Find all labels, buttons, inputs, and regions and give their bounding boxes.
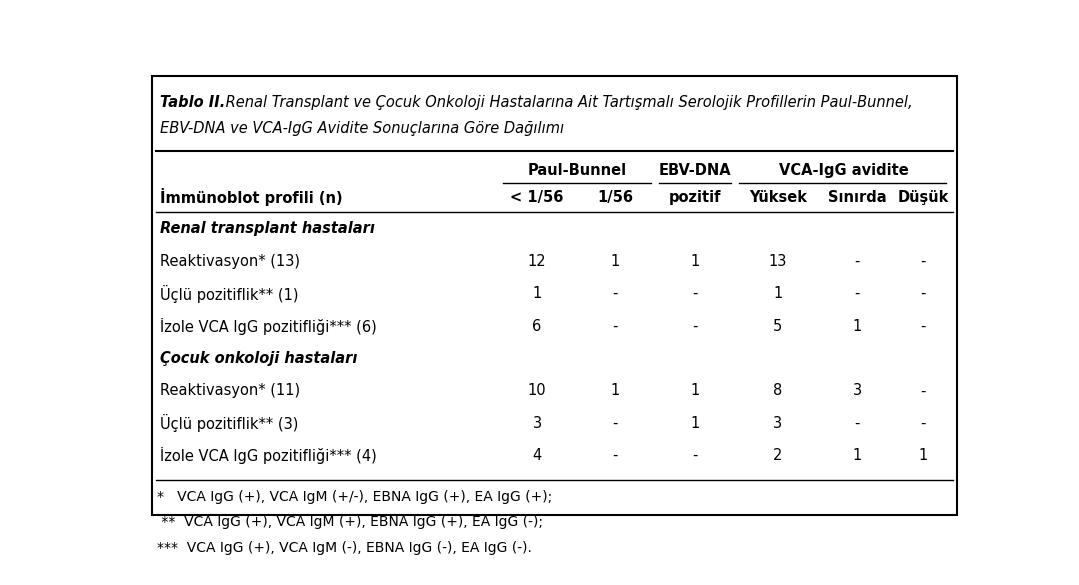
Text: Düşük: Düşük <box>898 190 950 205</box>
Text: 1/56: 1/56 <box>598 190 633 205</box>
Text: Çocuk onkoloji hastaları: Çocuk onkoloji hastaları <box>160 351 357 366</box>
Text: VCA-IgG avidite: VCA-IgG avidite <box>779 163 909 178</box>
Text: -: - <box>920 319 926 333</box>
Text: -: - <box>613 416 618 431</box>
Text: Paul-Bunnel: Paul-Bunnel <box>528 163 627 178</box>
Text: -: - <box>855 416 860 431</box>
Text: İmmünoblot profili (n): İmmünoblot profili (n) <box>160 188 343 207</box>
Text: -: - <box>693 286 698 301</box>
Text: 5: 5 <box>774 319 782 333</box>
Text: 10: 10 <box>528 383 546 398</box>
Text: Üçlü pozitiflik** (3): Üçlü pozitiflik** (3) <box>160 414 298 432</box>
Text: -: - <box>920 254 926 269</box>
Text: Sınırda: Sınırda <box>828 190 887 205</box>
Text: -: - <box>693 448 698 463</box>
Text: -: - <box>613 319 618 333</box>
Text: 1: 1 <box>532 286 542 301</box>
Text: İzole VCA IgG pozitifliği*** (6): İzole VCA IgG pozitifliği*** (6) <box>160 318 377 335</box>
Text: 1: 1 <box>852 319 862 333</box>
Text: ***  VCA IgG (+), VCA IgM (-), EBNA IgG (-), EA IgG (-).: *** VCA IgG (+), VCA IgM (-), EBNA IgG (… <box>158 541 532 555</box>
Text: 6: 6 <box>532 319 542 333</box>
Text: *   VCA IgG (+), VCA IgM (+/-), EBNA IgG (+), EA IgG (+);: * VCA IgG (+), VCA IgM (+/-), EBNA IgG (… <box>158 490 552 504</box>
Text: 12: 12 <box>528 254 546 269</box>
Text: -: - <box>693 319 698 333</box>
Text: EBV-DNA: EBV-DNA <box>659 163 732 178</box>
Text: Renal transplant hastaları: Renal transplant hastaları <box>160 221 374 236</box>
Text: -: - <box>920 286 926 301</box>
Text: -: - <box>855 254 860 269</box>
Text: Reaktivasyon* (11): Reaktivasyon* (11) <box>160 383 300 398</box>
Text: 3: 3 <box>774 416 782 431</box>
Text: -: - <box>613 286 618 301</box>
Text: 2: 2 <box>774 448 782 463</box>
Text: **  VCA IgG (+), VCA IgM (+), EBNA IgG (+), EA IgG (-);: ** VCA IgG (+), VCA IgM (+), EBNA IgG (+… <box>158 515 544 529</box>
Text: 3: 3 <box>852 383 862 398</box>
Text: 1: 1 <box>691 383 700 398</box>
Text: Üçlü pozitiflik** (1): Üçlü pozitiflik** (1) <box>160 285 299 302</box>
Text: pozitif: pozitif <box>669 190 722 205</box>
Text: -: - <box>920 383 926 398</box>
Text: 1: 1 <box>611 254 620 269</box>
Text: -: - <box>613 448 618 463</box>
Text: 13: 13 <box>768 254 787 269</box>
Text: Yüksek: Yüksek <box>749 190 807 205</box>
Text: -: - <box>855 286 860 301</box>
Text: Reaktivasyon* (13): Reaktivasyon* (13) <box>160 254 300 269</box>
Text: 1: 1 <box>774 286 782 301</box>
Text: 1: 1 <box>691 416 700 431</box>
Text: Renal Transplant ve Çocuk Onkoloji Hastalarına Ait Tartışmalı Serolojik Profille: Renal Transplant ve Çocuk Onkoloji Hasta… <box>221 95 913 110</box>
Text: Tablo II.: Tablo II. <box>160 95 226 110</box>
Text: 3: 3 <box>533 416 542 431</box>
Text: İzole VCA IgG pozitifliği*** (4): İzole VCA IgG pozitifliği*** (4) <box>160 448 377 464</box>
Text: 1: 1 <box>611 383 620 398</box>
Text: EBV-DNA ve VCA-IgG Avidite Sonuçlarına Göre Dağılımı: EBV-DNA ve VCA-IgG Avidite Sonuçlarına G… <box>160 121 564 136</box>
Text: 1: 1 <box>919 448 928 463</box>
Text: 8: 8 <box>774 383 782 398</box>
Text: < 1/56: < 1/56 <box>510 190 564 205</box>
Text: 1: 1 <box>691 254 700 269</box>
Text: -: - <box>920 416 926 431</box>
Text: 4: 4 <box>532 448 542 463</box>
Text: 1: 1 <box>852 448 862 463</box>
